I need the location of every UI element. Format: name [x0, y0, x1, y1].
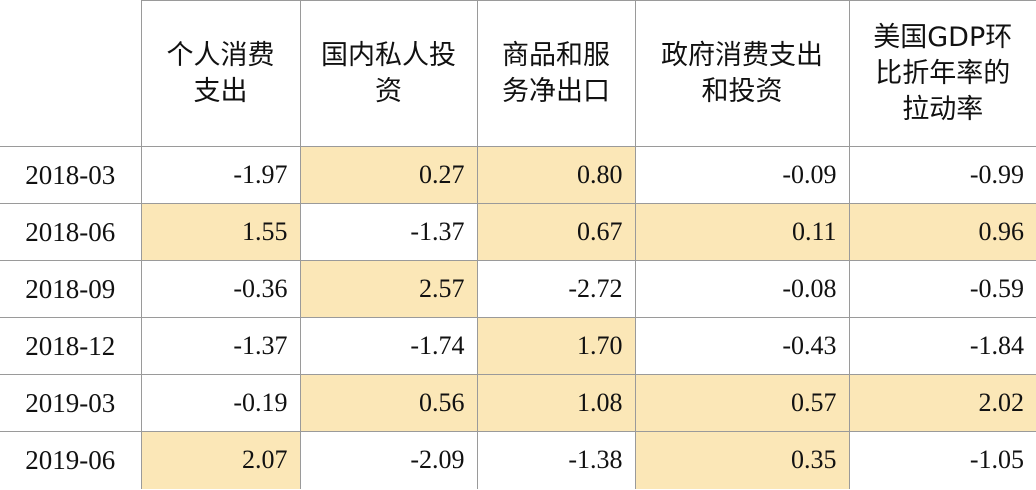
value-cell-government-spending: 0.35 — [634, 431, 850, 489]
header-line: 政府消费支出 — [661, 39, 823, 71]
value-cell-government-spending: -0.43 — [634, 317, 850, 375]
value-cell-net-exports: -2.72 — [476, 260, 636, 318]
header-line: 比折年率的 — [875, 57, 1011, 89]
value-cell-private-investment: 0.27 — [299, 146, 478, 204]
table-row: 2018-03 -1.97 0.27 0.80 -0.09 -0.99 — [0, 146, 1036, 204]
value-cell-personal-consumption: -0.19 — [140, 374, 301, 432]
value-cell-net-exports: -1.38 — [476, 431, 636, 489]
header-line: 美国GDP环 — [873, 21, 1013, 53]
corner-header-cell — [0, 0, 142, 147]
table-row: 2018-12 -1.37 -1.74 1.70 -0.43 -1.84 — [0, 317, 1036, 375]
value-cell-personal-consumption: -1.97 — [140, 146, 301, 204]
column-header-personal-consumption: 个人消费 支出 — [140, 0, 301, 147]
header-line: 和投资 — [701, 75, 783, 107]
value-cell-private-investment: -1.37 — [299, 203, 478, 261]
column-header-private-investment: 国内私人投 资 — [299, 0, 478, 147]
row-date-cell: 2018-09 — [0, 260, 142, 318]
header-line: 支出 — [193, 75, 248, 107]
header-line: 务净出口 — [502, 75, 610, 107]
value-cell-gdp-contribution: -0.99 — [848, 146, 1036, 204]
table-row: 2018-06 1.55 -1.37 0.67 0.11 0.96 — [0, 203, 1036, 261]
table-body: 2018-03 -1.97 0.27 0.80 -0.09 -0.99 2018-06 1.5… — [0, 146, 1036, 489]
table-row: 2018-09 -0.36 2.57 -2.72 -0.08 -0.59 — [0, 260, 1036, 318]
header-line: 拉动率 — [902, 93, 984, 125]
value-cell-government-spending: -0.09 — [634, 146, 850, 204]
value-cell-private-investment: 2.57 — [299, 260, 478, 318]
header-line: 商品和服 — [502, 39, 610, 71]
value-cell-net-exports: 1.08 — [476, 374, 636, 432]
row-date-cell: 2019-03 — [0, 374, 142, 432]
row-date-cell: 2018-12 — [0, 317, 142, 375]
value-cell-gdp-contribution: 0.96 — [848, 203, 1036, 261]
column-header-government-spending: 政府消费支出 和投资 — [634, 0, 850, 147]
header-line: 国内私人投 — [321, 39, 456, 71]
value-cell-personal-consumption: 1.55 — [140, 203, 301, 261]
value-cell-personal-consumption: 2.07 — [140, 431, 301, 489]
value-cell-personal-consumption: -1.37 — [140, 317, 301, 375]
header-row: 个人消费 支出 国内私人投 资 商品和服 务净出口 政府消费支出 和投资 美国G… — [0, 0, 1036, 147]
column-header-net-exports: 商品和服 务净出口 — [476, 0, 636, 147]
value-cell-net-exports: 1.70 — [476, 317, 636, 375]
value-cell-government-spending: 0.11 — [634, 203, 850, 261]
value-cell-gdp-contribution: -1.84 — [848, 317, 1036, 375]
table-row: 2019-03 -0.19 0.56 1.08 0.57 2.02 — [0, 374, 1036, 432]
value-cell-private-investment: -2.09 — [299, 431, 478, 489]
value-cell-gdp-contribution: -1.05 — [848, 431, 1036, 489]
value-cell-gdp-contribution: 2.02 — [848, 374, 1036, 432]
value-cell-government-spending: 0.57 — [634, 374, 850, 432]
row-date-cell: 2018-06 — [0, 203, 142, 261]
header-line: 个人消费 — [166, 39, 275, 71]
column-header-gdp-contribution: 美国GDP环 比折年率的 拉动率 — [848, 0, 1036, 147]
table-row: 2019-06 2.07 -2.09 -1.38 0.35 -1.05 — [0, 431, 1036, 489]
value-cell-net-exports: 0.80 — [476, 146, 636, 204]
value-cell-private-investment: 0.56 — [299, 374, 478, 432]
value-cell-personal-consumption: -0.36 — [140, 260, 301, 318]
value-cell-private-investment: -1.74 — [299, 317, 478, 375]
row-date-cell: 2018-03 — [0, 146, 142, 204]
value-cell-government-spending: -0.08 — [634, 260, 850, 318]
header-line: 资 — [375, 75, 402, 107]
row-date-cell: 2019-06 — [0, 431, 142, 489]
value-cell-gdp-contribution: -0.59 — [848, 260, 1036, 318]
value-cell-net-exports: 0.67 — [476, 203, 636, 261]
